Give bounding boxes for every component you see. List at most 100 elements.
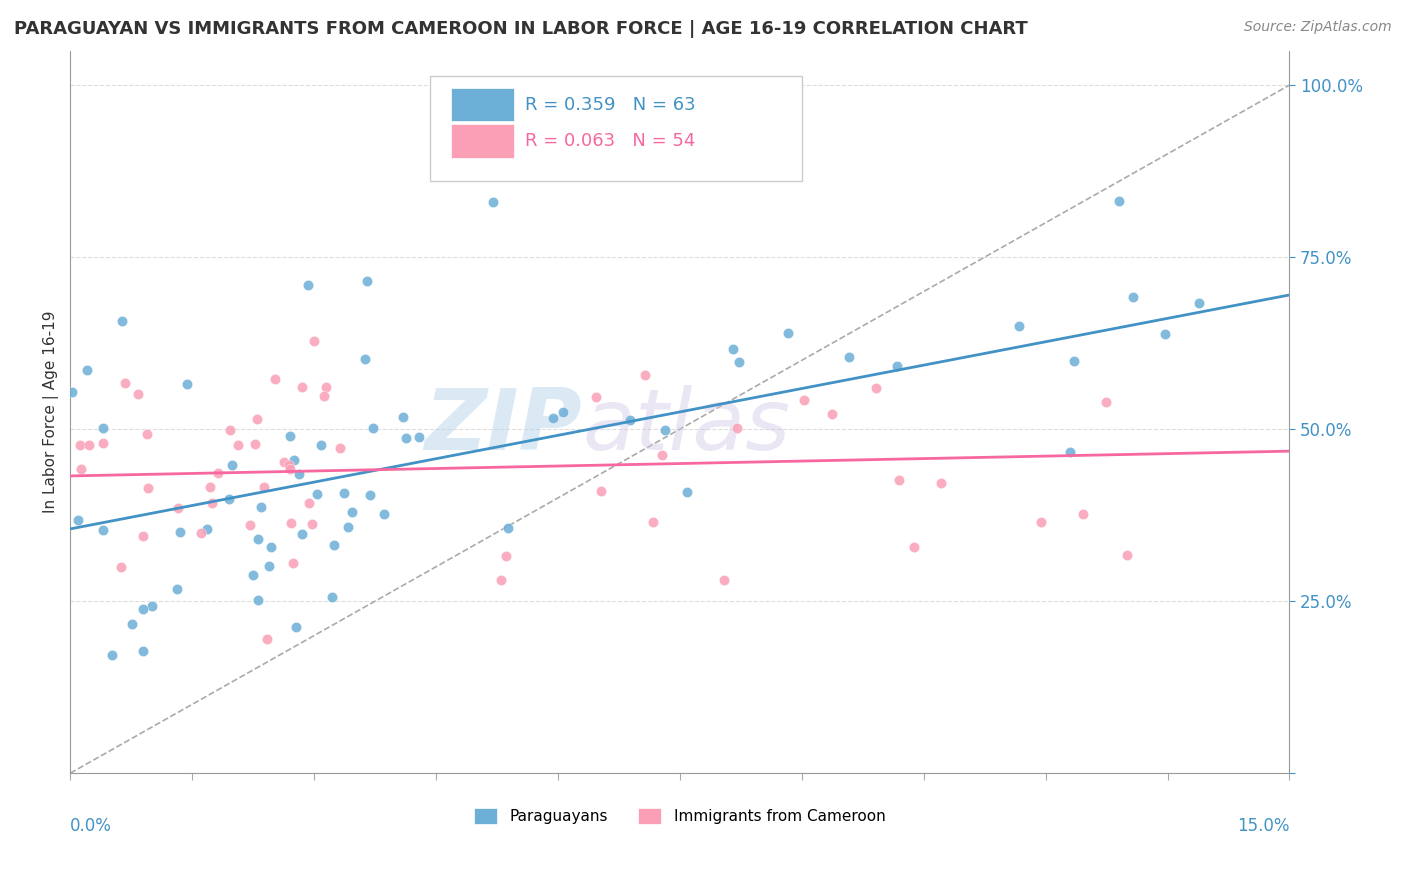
Point — [495, 549, 517, 564]
Point — [838, 350, 860, 364]
Point — [1071, 507, 1094, 521]
FancyBboxPatch shape — [430, 76, 801, 181]
Point — [713, 574, 735, 588]
Point — [131, 644, 153, 658]
Point — [135, 427, 157, 442]
Point — [242, 567, 264, 582]
Point — [1029, 515, 1052, 529]
Point — [821, 407, 844, 421]
Point — [395, 431, 418, 445]
Text: R = 0.359   N = 63: R = 0.359 N = 63 — [524, 95, 696, 114]
Point — [342, 505, 364, 519]
Point — [93, 435, 115, 450]
Point — [305, 487, 328, 501]
Point — [207, 466, 229, 480]
Point — [257, 559, 280, 574]
Point — [634, 368, 657, 382]
Text: ZIP: ZIP — [425, 384, 582, 468]
Point — [886, 359, 908, 373]
Point — [132, 601, 155, 615]
Point — [283, 452, 305, 467]
Point — [725, 421, 748, 435]
Point — [1188, 296, 1211, 310]
Point — [79, 438, 101, 452]
Point — [239, 518, 262, 533]
Point — [903, 540, 925, 554]
Point — [76, 363, 98, 377]
Point — [246, 532, 269, 546]
Point — [321, 590, 343, 604]
Point — [246, 412, 269, 426]
Point — [127, 387, 149, 401]
FancyBboxPatch shape — [451, 88, 515, 121]
Point — [591, 483, 613, 498]
Point — [676, 485, 699, 500]
Point — [315, 379, 337, 393]
Point — [887, 473, 910, 487]
Point — [302, 334, 325, 349]
Point — [195, 522, 218, 536]
Point — [323, 538, 346, 552]
Point — [245, 436, 267, 450]
Point — [489, 573, 512, 587]
Point — [1059, 445, 1081, 459]
Point — [221, 458, 243, 472]
Point — [353, 352, 375, 367]
Point — [200, 480, 222, 494]
Point — [778, 326, 800, 341]
Point — [312, 389, 335, 403]
Point — [141, 599, 163, 613]
Point — [301, 516, 323, 531]
Text: atlas: atlas — [582, 384, 790, 468]
Point — [246, 593, 269, 607]
Point — [1008, 318, 1031, 333]
Point — [190, 525, 212, 540]
Point — [1122, 291, 1144, 305]
Point — [651, 448, 673, 462]
Point — [1095, 394, 1118, 409]
Point — [110, 560, 132, 574]
Point — [408, 430, 430, 444]
Point — [865, 381, 887, 395]
Point — [1154, 326, 1177, 341]
Point — [929, 476, 952, 491]
Point — [278, 462, 301, 476]
Point — [259, 540, 281, 554]
Point — [291, 380, 314, 394]
Point — [721, 342, 744, 356]
Point — [114, 376, 136, 390]
Point — [359, 488, 381, 502]
Point — [101, 648, 124, 663]
Point — [337, 520, 360, 534]
Text: R = 0.063   N = 54: R = 0.063 N = 54 — [524, 132, 696, 150]
Point — [121, 616, 143, 631]
Point — [654, 424, 676, 438]
Point — [166, 582, 188, 596]
Point — [169, 524, 191, 539]
Text: Source: ZipAtlas.com: Source: ZipAtlas.com — [1244, 20, 1392, 34]
Point — [482, 195, 505, 210]
Point — [256, 632, 278, 647]
Point — [69, 438, 91, 452]
Point — [111, 313, 134, 327]
Point — [793, 392, 815, 407]
Point — [541, 411, 564, 425]
Point — [619, 413, 641, 427]
Point — [291, 526, 314, 541]
Legend: Paraguayans, Immigrants from Cameroon: Paraguayans, Immigrants from Cameroon — [468, 803, 891, 830]
Point — [167, 501, 190, 516]
Point — [298, 496, 321, 510]
Point — [136, 481, 159, 495]
Point — [391, 409, 413, 424]
Point — [201, 496, 224, 510]
Point — [250, 500, 273, 514]
Text: PARAGUAYAN VS IMMIGRANTS FROM CAMEROON IN LABOR FORCE | AGE 16-19 CORRELATION CH: PARAGUAYAN VS IMMIGRANTS FROM CAMEROON I… — [14, 20, 1028, 37]
Point — [333, 486, 356, 500]
Point — [288, 467, 311, 481]
Point — [728, 355, 751, 369]
Point — [273, 455, 295, 469]
Point — [219, 423, 242, 437]
Point — [176, 377, 198, 392]
Point — [91, 523, 114, 537]
Point — [132, 529, 155, 543]
